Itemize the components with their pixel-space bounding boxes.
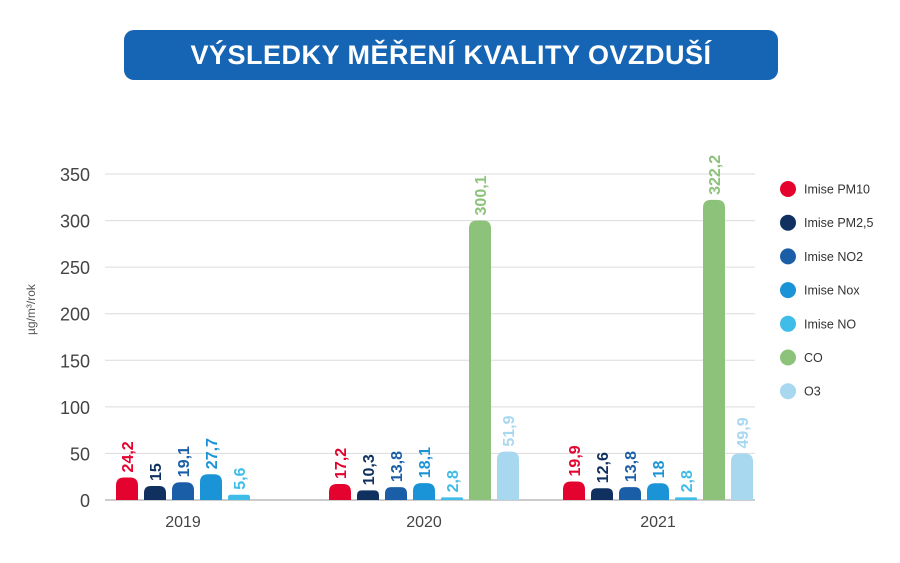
legend-label: Imise PM10: [804, 183, 870, 197]
bar: [116, 477, 138, 500]
bar: [329, 483, 351, 500]
data-label: 12,6: [595, 452, 612, 483]
y-tick-label: 350: [60, 165, 90, 185]
data-label: 18,1: [417, 447, 434, 478]
y-tick-label: 250: [60, 258, 90, 278]
data-label: 300,1: [473, 175, 490, 215]
y-tick-label: 150: [60, 351, 90, 371]
bar: [200, 474, 222, 500]
data-label: 10,3: [361, 454, 378, 485]
legend-marker: [780, 383, 796, 400]
y-tick-label: 50: [70, 444, 90, 464]
legend-marker: [780, 214, 796, 231]
data-label: 17,2: [333, 448, 350, 479]
data-label: 15: [148, 463, 165, 481]
legend-marker: [780, 181, 796, 197]
y-tick-label: 200: [60, 305, 90, 325]
bar: [357, 490, 379, 500]
data-label: 51,9: [501, 415, 518, 446]
data-label: 27,7: [204, 438, 221, 469]
bar: [144, 486, 166, 500]
x-tick-label: 2019: [165, 514, 201, 531]
bar: [731, 453, 753, 500]
data-label: 19,1: [176, 446, 193, 477]
bar: [619, 487, 641, 500]
legend-marker: [780, 315, 796, 332]
legend-label: Imise NO: [804, 317, 856, 331]
bar: [469, 220, 491, 501]
x-tick-label: 2021: [640, 514, 676, 531]
legend-marker: [780, 248, 796, 265]
legend-label: Imise NO2: [804, 250, 863, 264]
chart-title: VÝSLEDKY MĚŘENÍ KVALITY OVZDUŠÍ: [190, 39, 712, 70]
bar: [591, 488, 613, 500]
legend-marker: [780, 282, 796, 299]
bar: [563, 481, 585, 500]
data-label: 13,8: [389, 451, 406, 482]
data-label: 18: [651, 460, 668, 478]
data-label: 49,9: [735, 417, 752, 448]
bar: [385, 487, 407, 500]
x-tick-label: 2020: [406, 514, 442, 531]
legend-marker: [780, 349, 796, 366]
y-tick-label: 100: [60, 398, 90, 418]
data-label: 19,9: [567, 445, 584, 476]
title-banner: VÝSLEDKY MĚŘENÍ KVALITY OVZDUŠÍ: [124, 30, 778, 80]
data-label: 2,8: [445, 470, 462, 492]
legend-label: Imise PM2,5: [804, 216, 874, 230]
bar: [413, 483, 435, 500]
data-label: 13,8: [623, 451, 640, 482]
legend-label: O3: [804, 385, 821, 399]
data-label: 322,2: [707, 155, 724, 195]
data-label: 5,6: [232, 467, 249, 489]
data-label: 2,8: [679, 470, 696, 492]
data-label: 24,2: [120, 441, 137, 472]
bar: [647, 483, 669, 500]
bar: [703, 199, 725, 500]
legend-label: CO: [804, 351, 823, 365]
bar: [441, 497, 463, 500]
bar: [228, 494, 250, 500]
bar: [172, 482, 194, 500]
bar: [675, 497, 697, 500]
y-tick-label: 300: [60, 212, 90, 232]
y-tick-label: 0: [80, 491, 90, 511]
legend-label: Imise Nox: [804, 284, 860, 298]
bar: [497, 451, 519, 500]
